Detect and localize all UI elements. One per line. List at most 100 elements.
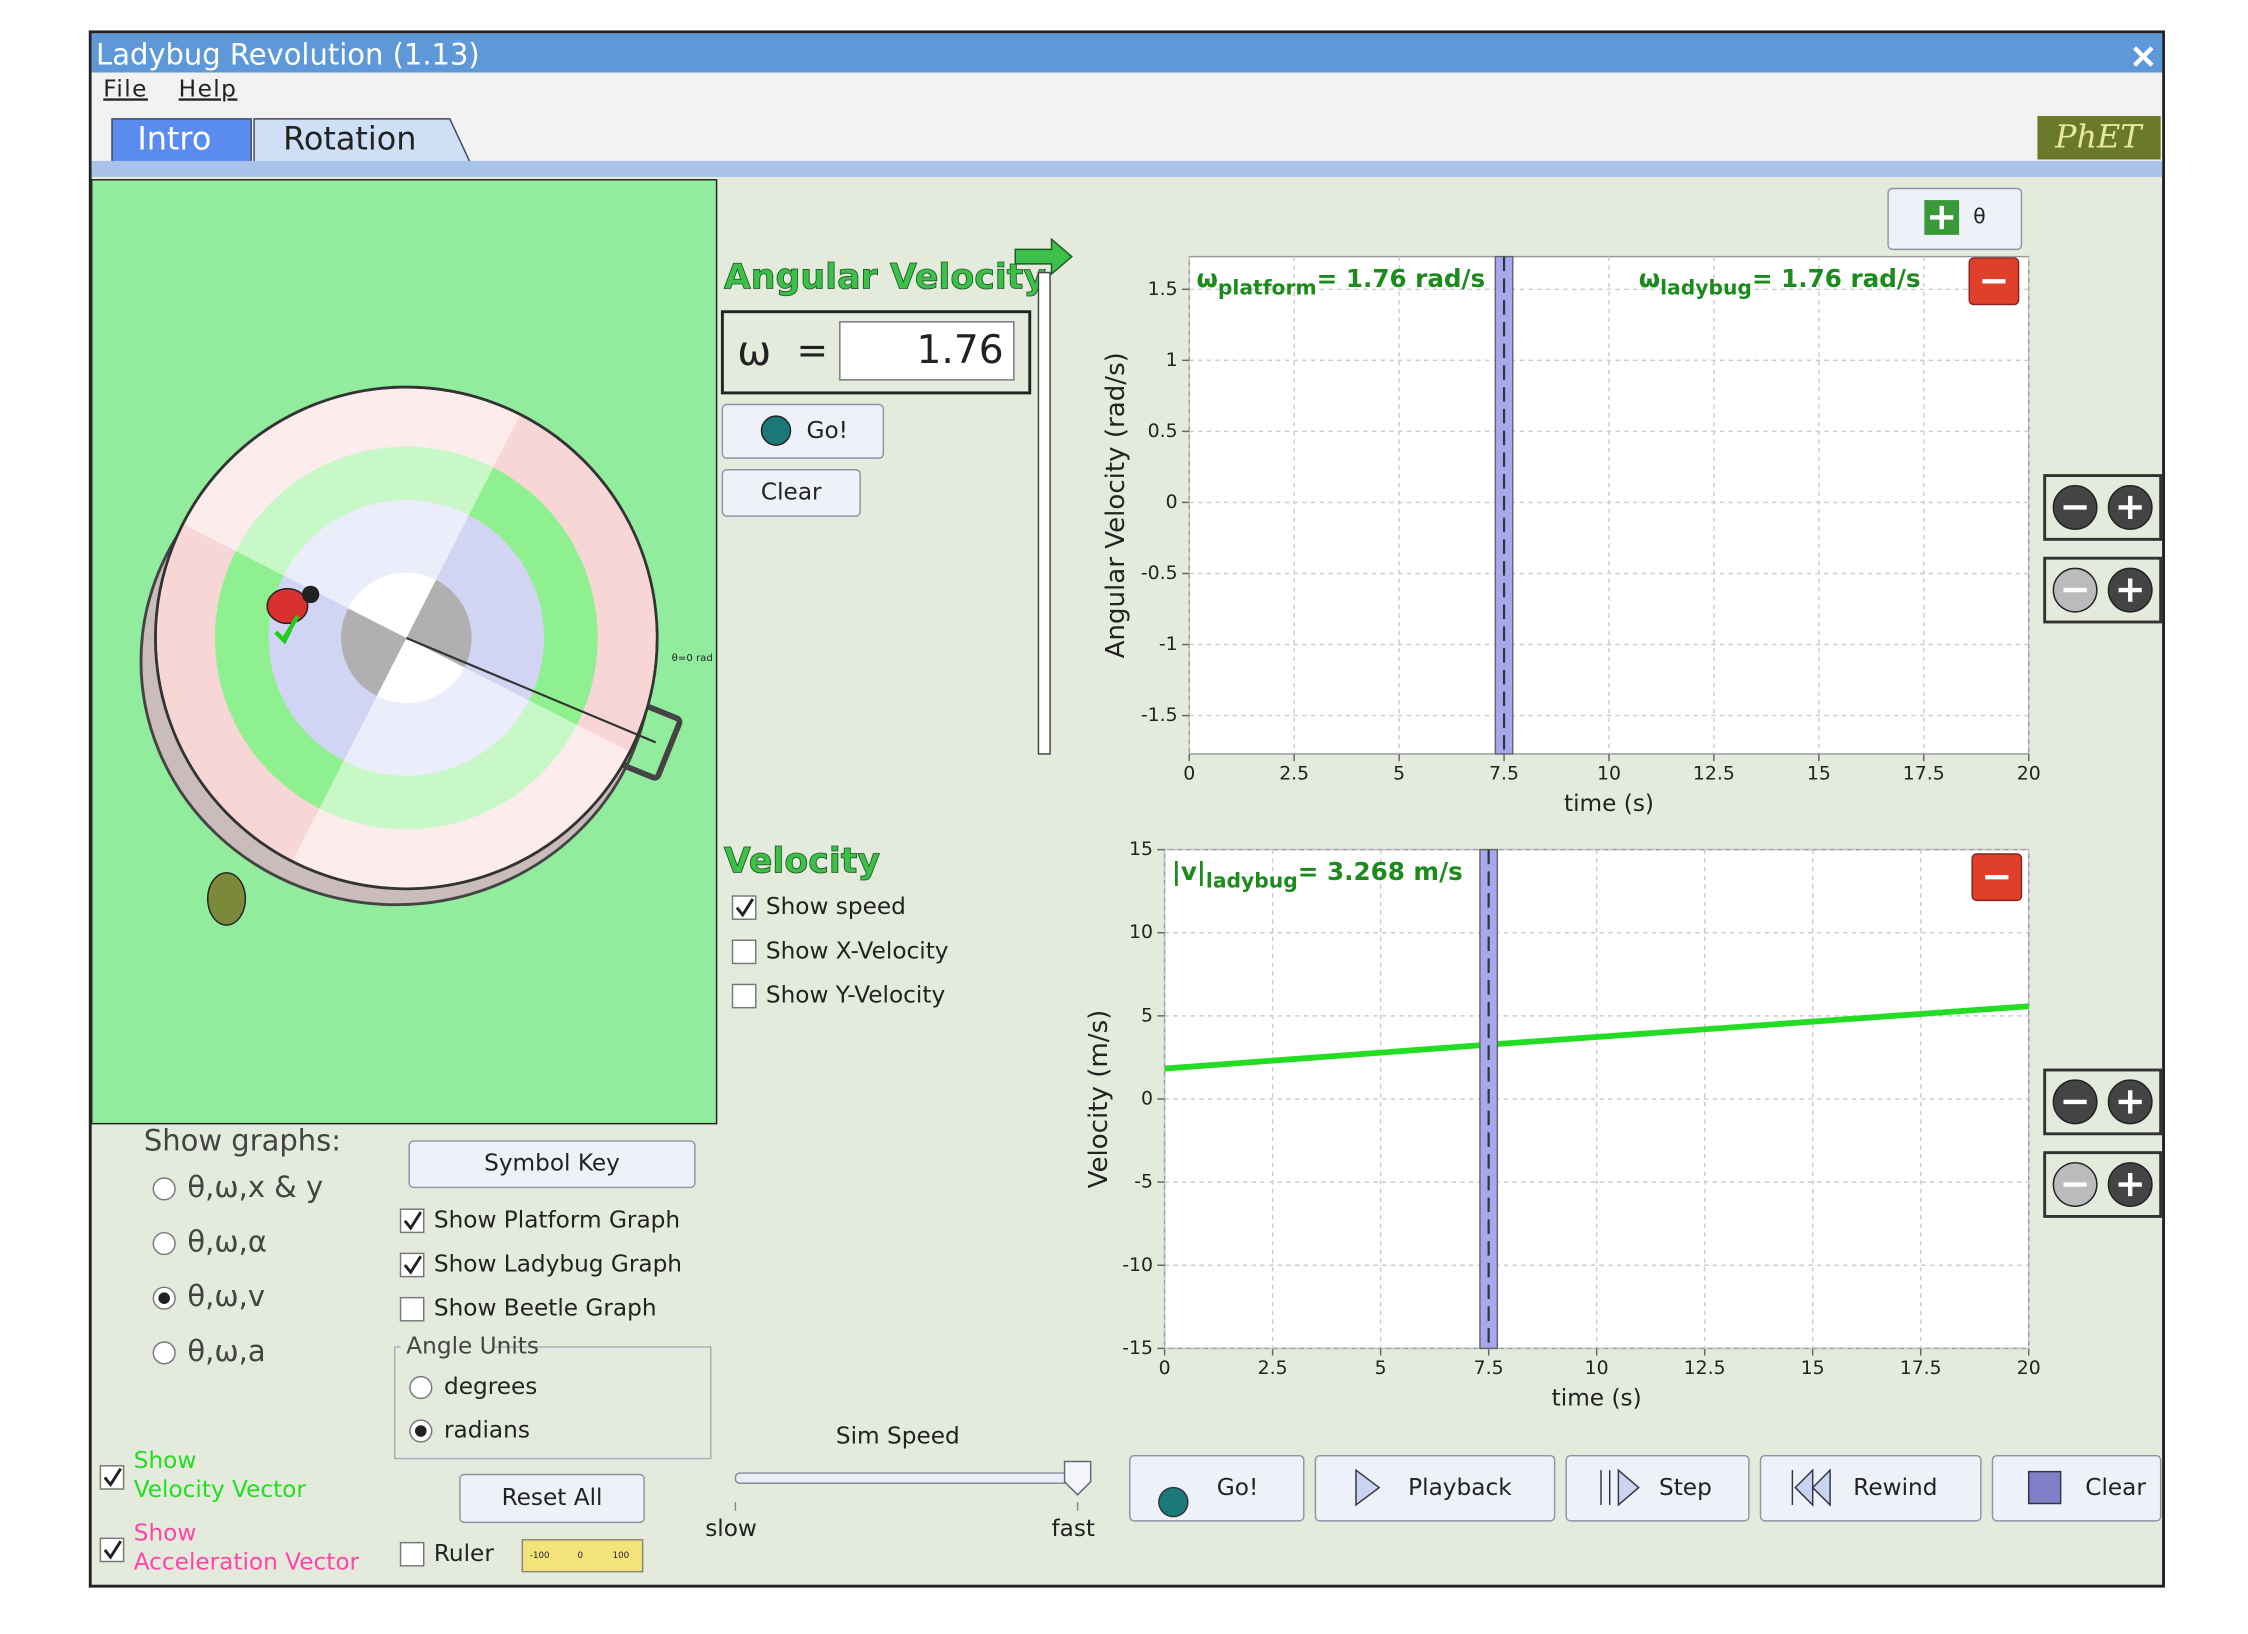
- speed-track[interactable]: [734, 1472, 1089, 1484]
- logo-box: [2037, 115, 2161, 160]
- graph-checkbox-mark: [403, 1255, 423, 1275]
- tab-label: Rotation: [283, 120, 416, 158]
- checkbox-label: Ruler: [434, 1540, 494, 1567]
- playback-button[interactable]: [1565, 1454, 1750, 1522]
- platform-sector: [341, 608, 407, 697]
- button-icon: [1158, 1486, 1189, 1518]
- playback-button[interactable]: [1314, 1454, 1556, 1522]
- y-tick-label: -1: [1159, 634, 1178, 655]
- playback-button-label: Clear: [2085, 1474, 2146, 1501]
- button-icon: [1600, 1468, 1640, 1507]
- clear-button[interactable]: [721, 469, 861, 517]
- y-tick-label: -10: [1122, 1255, 1153, 1276]
- x-tick-label: 10: [1597, 764, 1621, 785]
- go-icon: [760, 415, 792, 446]
- graph-readout: ωplatform= 1.76 rad/s: [1196, 264, 1485, 299]
- omega-box: [720, 310, 1032, 395]
- checkbox-label: Show X-Velocity: [766, 937, 949, 964]
- x-tick-label: 10: [1585, 1358, 1609, 1379]
- x-tick-label: 20: [2017, 764, 2041, 785]
- zoom-sign: [2118, 578, 2142, 602]
- tab-label: Intro: [137, 120, 211, 158]
- graph-checkbox[interactable]: [399, 1296, 425, 1322]
- y-tick-label: 0.5: [1148, 421, 1178, 442]
- x-tick-label: 5: [1375, 1358, 1387, 1379]
- x-tick-label: 7.5: [1489, 764, 1519, 785]
- playback-button[interactable]: [1759, 1454, 1982, 1522]
- logo: PhET: [2054, 118, 2144, 156]
- y-tick-label: 15: [1129, 839, 1153, 860]
- y-tick-label: 5: [1141, 1005, 1153, 1026]
- graph-checkbox-mark: [403, 1211, 423, 1231]
- x-tick-label: 5: [1393, 764, 1405, 785]
- menu-item[interactable]: File: [103, 75, 148, 102]
- velocity-checkbox[interactable]: [731, 983, 757, 1009]
- radio-label: degrees: [444, 1373, 537, 1400]
- symbol-key-button[interactable]: [408, 1140, 696, 1189]
- zoom-sign: [2118, 495, 2142, 520]
- graph-radio[interactable]: [152, 1341, 176, 1365]
- vector-label: Velocity Vector: [134, 1476, 307, 1503]
- vector-label: Show: [134, 1519, 197, 1546]
- clear-button-label: Clear: [761, 478, 822, 505]
- readout-symbol: ω: [1639, 264, 1660, 293]
- heading-arrow: [1014, 237, 1073, 276]
- platform-sector: [348, 572, 436, 638]
- button-icon: [1355, 1468, 1381, 1507]
- section-heading: Velocity: [724, 842, 881, 882]
- speed-thumb[interactable]: [1063, 1460, 1092, 1496]
- x-tick-label: 20: [2017, 1358, 2041, 1379]
- readout-symbol: ω: [1196, 264, 1217, 293]
- readout-subscript: ladybug: [1660, 275, 1752, 299]
- plot-area: [1163, 848, 2030, 1350]
- zoom-sign: [2118, 1090, 2142, 1114]
- graph-radio-dot: [158, 1292, 170, 1305]
- go-button[interactable]: [721, 403, 885, 459]
- menu-bar: [91, 72, 2163, 111]
- x-tick-label: 2.5: [1279, 764, 1309, 785]
- graph-readout: ωladybug= 1.76 rad/s: [1639, 264, 1921, 299]
- vertical-slider[interactable]: [1037, 271, 1051, 755]
- playback-button-label: Playback: [1408, 1474, 1512, 1501]
- unit-radio[interactable]: [409, 1375, 433, 1400]
- y-tick-label: 0: [1141, 1088, 1153, 1109]
- checkbox-label: Show Beetle Graph: [434, 1295, 657, 1322]
- x-tick-label: 17.5: [1903, 764, 1945, 785]
- menu-item[interactable]: Help: [179, 75, 238, 102]
- close-icon[interactable]: [2133, 46, 2154, 67]
- tab-underline: [91, 160, 2163, 177]
- angle-label: θ=0 rad: [672, 653, 713, 664]
- ruler-checkbox[interactable]: [399, 1541, 425, 1567]
- equals-sign: =: [796, 328, 828, 372]
- omega-symbol: ω: [737, 327, 771, 375]
- x-tick-label: 15: [1801, 1358, 1825, 1379]
- readout-text: = 3.268 m/s: [1298, 857, 1463, 886]
- checkbox-label: Show Platform Graph: [434, 1206, 680, 1233]
- y-axis-label: Angular Velocity (rad/s): [1101, 352, 1131, 658]
- ruler-scale: 100: [613, 1551, 630, 1561]
- slider-label: Sim Speed: [836, 1422, 960, 1449]
- readout-subscript: ladybug: [1206, 868, 1298, 892]
- group-heading: Angle Units: [406, 1332, 539, 1359]
- x-tick-label: 2.5: [1258, 1358, 1288, 1379]
- readout-text: = 1.76 rad/s: [1317, 264, 1486, 293]
- unit-radio-dot: [415, 1425, 427, 1437]
- zoom-sign: [2118, 1172, 2142, 1197]
- velocity-checkbox[interactable]: [731, 939, 757, 965]
- slider-min: slow: [705, 1515, 757, 1542]
- ruler-icon: [521, 1539, 644, 1573]
- beetle: [206, 872, 247, 926]
- omega-value: 1.76: [917, 328, 1004, 373]
- angle-units-border: [393, 1346, 712, 1460]
- omega-input[interactable]: [839, 321, 1015, 381]
- y-tick-label: -0.5: [1141, 563, 1178, 584]
- y-tick-label: 1: [1166, 350, 1178, 371]
- graph-radio[interactable]: [152, 1177, 176, 1201]
- reset-all-button[interactable]: [459, 1473, 645, 1524]
- plus-mark: [1930, 205, 1954, 230]
- plot-area: [1188, 255, 2030, 755]
- vector-label: Show: [134, 1447, 197, 1474]
- graph-radio[interactable]: [152, 1231, 176, 1256]
- platform-sector: [376, 637, 465, 704]
